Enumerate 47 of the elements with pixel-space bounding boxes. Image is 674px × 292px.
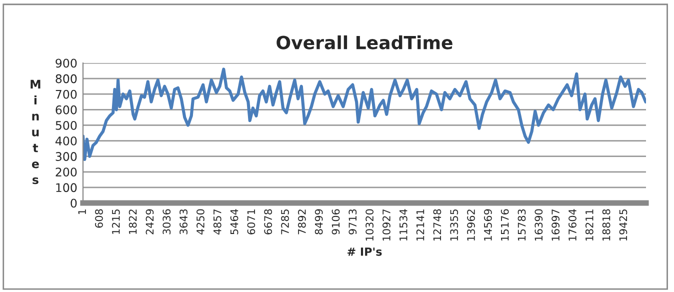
y-tick-label: 400 bbox=[55, 136, 77, 146]
x-tick-label: 12141 bbox=[416, 210, 424, 241]
y-axis-title: Minutes bbox=[30, 80, 40, 184]
x-tick-label: 1822 bbox=[128, 210, 137, 234]
x-tick-label: 19425 bbox=[619, 209, 628, 241]
y-tick-label: 300 bbox=[56, 152, 77, 161]
x-tick-label: 7892 bbox=[298, 210, 306, 234]
x-tick-label: 13355 bbox=[450, 209, 458, 241]
x-tick-label: 9106 bbox=[332, 209, 340, 234]
x-axis-title: # IP's bbox=[348, 248, 382, 256]
x-tick-label: 10320 bbox=[366, 209, 374, 241]
y-tick-label: 100 bbox=[56, 183, 77, 192]
y-tick-label: 0 bbox=[70, 198, 77, 208]
x-tick-label: 3643 bbox=[180, 209, 188, 234]
x-tick-label: 16390 bbox=[534, 209, 543, 241]
x-tick-label: 6071 bbox=[247, 210, 256, 234]
x-tick-label: 18211 bbox=[585, 210, 594, 241]
x-tick-label: 17604 bbox=[568, 209, 576, 241]
x-tick-label: 608 bbox=[95, 209, 103, 228]
x-tick-label: 10927 bbox=[382, 209, 390, 241]
x-tick-label: 6678 bbox=[264, 209, 272, 234]
x-tick-label: 3036 bbox=[162, 209, 171, 234]
x-tick-label: 1 bbox=[78, 210, 86, 214]
y-tick-label: 700 bbox=[56, 90, 77, 99]
x-tick-label: 4250 bbox=[196, 209, 204, 235]
y-tick-label: 500 bbox=[56, 120, 77, 130]
x-tick-label: 2429 bbox=[146, 209, 154, 234]
y-tick-label: 800 bbox=[56, 74, 77, 84]
x-tick-label: 11534 bbox=[399, 209, 408, 241]
x-tick-label: 12748 bbox=[433, 209, 442, 241]
y-tick-label: 200 bbox=[56, 168, 77, 177]
line-series bbox=[83, 68, 646, 161]
x-tick-label: 4857 bbox=[213, 209, 222, 235]
x-tick-label: 13962 bbox=[467, 210, 475, 241]
x-tick-label: 14569 bbox=[484, 209, 492, 241]
x-tick-label: 5464 bbox=[230, 209, 238, 234]
x-tick-label: 7285 bbox=[281, 209, 289, 234]
y-tick-label: 600 bbox=[56, 105, 77, 114]
x-tick-label: 8499 bbox=[314, 209, 323, 234]
x-tick-label: 15176 bbox=[500, 209, 509, 241]
x-tick-label: 1215 bbox=[112, 209, 120, 234]
x-tick-label: 18818 bbox=[602, 209, 610, 241]
x-tick-label: 16997 bbox=[552, 209, 560, 241]
x-tick-label: 9713 bbox=[348, 209, 357, 234]
x-tick-label: 15783 bbox=[518, 209, 526, 241]
y-tick-label: 900 bbox=[56, 58, 77, 68]
chart-title: Overall LeadTime bbox=[276, 35, 452, 50]
